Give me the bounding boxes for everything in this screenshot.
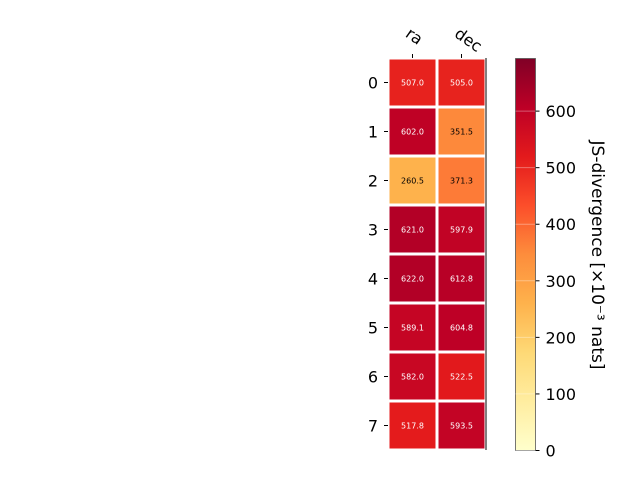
colorbar-label: JS-divergence [×10⁻³ nats] bbox=[587, 140, 607, 370]
colorbar-tick-label: 100 bbox=[546, 385, 577, 404]
heatmap-cell bbox=[389, 206, 436, 253]
colorbar-tick-label: 500 bbox=[546, 159, 577, 178]
heatmap-cell bbox=[389, 255, 436, 302]
cell-value-label: 612.8 bbox=[450, 275, 473, 284]
heatmap-cell bbox=[389, 157, 436, 204]
cell-value-label: 622.0 bbox=[401, 275, 424, 284]
heatmap-cell bbox=[438, 255, 485, 302]
cell-value-label: 371.3 bbox=[450, 177, 473, 186]
heatmap-cell bbox=[438, 157, 485, 204]
heatmap-cell bbox=[438, 304, 485, 351]
colorbar-tick-label: 300 bbox=[546, 272, 577, 291]
colorbar-tick-label: 200 bbox=[546, 328, 577, 347]
cell-value-label: 522.5 bbox=[450, 373, 473, 382]
row-label: 0 bbox=[368, 74, 378, 93]
cell-value-label: 602.0 bbox=[401, 128, 424, 137]
row-label: 5 bbox=[368, 319, 378, 338]
heatmap-cell bbox=[438, 108, 485, 155]
row-label: 1 bbox=[368, 123, 378, 142]
column-label: dec bbox=[451, 24, 485, 56]
row-label: 6 bbox=[368, 368, 378, 387]
colorbar bbox=[515, 58, 536, 451]
heatmap-cell bbox=[389, 353, 436, 400]
cell-value-label: 593.5 bbox=[450, 422, 473, 431]
cell-value-label: 517.8 bbox=[401, 422, 424, 431]
heatmap-cells: 507.0 505.0 602.0 351.5 260.5 371.3 621.0 597.9… bbox=[389, 59, 485, 449]
column-labels: ra dec bbox=[402, 24, 486, 58]
row-label: 3 bbox=[368, 221, 378, 240]
colorbar-tick-label: 400 bbox=[546, 215, 577, 234]
row-label: 7 bbox=[368, 417, 378, 436]
heatmap-cell bbox=[438, 353, 485, 400]
heatmap-cell bbox=[438, 59, 485, 106]
row-label: 4 bbox=[368, 270, 378, 289]
colorbar-ticks: 0 100 200 300 400 500 600 bbox=[515, 102, 577, 461]
heatmap-cell bbox=[438, 206, 485, 253]
cell-value-label: 604.8 bbox=[450, 324, 473, 333]
cell-value-label: 597.9 bbox=[450, 226, 473, 235]
column-label: ra bbox=[402, 24, 426, 49]
heatmap-cell bbox=[389, 108, 436, 155]
cell-value-label: 582.0 bbox=[401, 373, 424, 382]
cell-value-label: 589.1 bbox=[401, 324, 424, 333]
colorbar-tick-label: 0 bbox=[546, 442, 556, 461]
cell-value-label: 351.5 bbox=[450, 128, 473, 137]
heatmap-cell bbox=[438, 402, 485, 449]
cell-value-label: 507.0 bbox=[401, 79, 424, 88]
colorbar-tick-label: 600 bbox=[546, 102, 577, 121]
row-labels: 0 1 2 3 4 5 6 7 bbox=[368, 74, 388, 436]
heatmap-cell bbox=[389, 402, 436, 449]
row-label: 2 bbox=[368, 172, 378, 191]
cell-value-label: 505.0 bbox=[450, 79, 473, 88]
heatmap-cell bbox=[389, 59, 436, 106]
heatmap-cell bbox=[389, 304, 436, 351]
cell-value-label: 621.0 bbox=[401, 226, 424, 235]
cell-value-label: 260.5 bbox=[401, 177, 424, 186]
